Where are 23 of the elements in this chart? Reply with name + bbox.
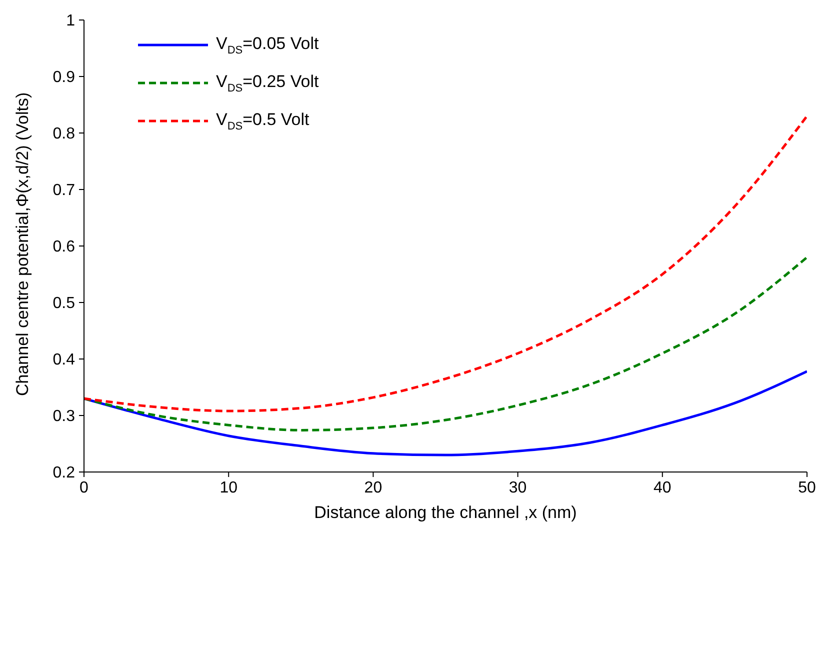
y-tick-label: 0.9 (52, 69, 76, 86)
legend-label: V$_{DS}$=0.25 Volt (216, 72, 319, 94)
y-tick-label: 0.4 (52, 352, 76, 369)
legend-label: V$_{DS}$=0.05 Volt (216, 34, 319, 56)
x-tick-label: 20 (364, 479, 382, 496)
line-series (84, 114, 807, 412)
x-tick-label: 30 (508, 479, 527, 496)
y-tick-label: 1 (66, 12, 76, 30)
y-tick-label: 0.5 (52, 295, 76, 312)
x-tick-label: 0 (80, 479, 89, 496)
legend-label: V$_{DS}$=0.5 Volt (216, 110, 310, 132)
x-tick-label: 40 (654, 479, 672, 496)
line-series (84, 370, 807, 456)
y-tick-label: 0.8 (52, 126, 76, 143)
y-tick-label: 0.6 (52, 238, 76, 256)
y-axis-title: Channel centre potential,Φ(x,d/2) (Volts) (13, 92, 32, 396)
y-tick-label: 0.3 (52, 408, 76, 426)
y-tick-label: 0.2 (52, 464, 76, 482)
x-tick-label: 50 (798, 479, 816, 496)
x-axis-title: Distance along the channel ,x (nm) (314, 503, 577, 522)
y-tick-label: 0.7 (52, 182, 76, 200)
x-tick-label: 10 (220, 479, 238, 496)
line-series (84, 256, 807, 432)
